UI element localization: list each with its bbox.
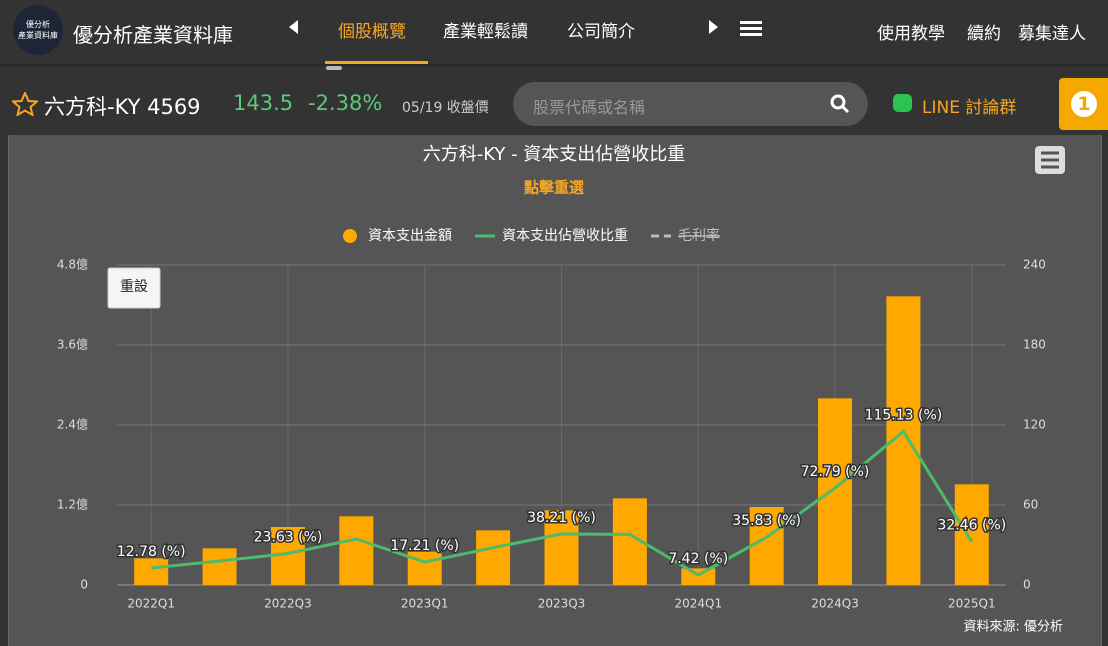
badge: 1: [1071, 91, 1097, 117]
logo-text: 產業資料庫: [18, 31, 58, 40]
notification-tab[interactable]: 1: [1059, 78, 1108, 130]
legend-label[interactable]: 毛利率: [678, 227, 720, 244]
data-label: 72.79 (%): [801, 464, 870, 480]
logo[interactable]: 優分析 產業資料庫: [13, 5, 63, 55]
favorite-star[interactable]: [12, 92, 38, 116]
y-tick-label: 4.8億: [57, 258, 88, 272]
data-label: 35.83 (%): [732, 513, 801, 529]
bar: [202, 548, 237, 585]
line-icon[interactable]: [893, 94, 912, 112]
x-tick-label: 2023Q3: [538, 597, 586, 611]
search-box[interactable]: 股票代碼或名稱: [513, 82, 868, 126]
y-tick-label: 0: [80, 578, 88, 592]
bar: [134, 558, 169, 585]
legend-marker: [343, 229, 357, 243]
search-icon[interactable]: [830, 94, 850, 114]
nav-item[interactable]: 個股概覽: [338, 22, 406, 42]
nav-link[interactable]: 募集達人: [1018, 24, 1086, 44]
y2-tick-label: 60: [1023, 498, 1038, 512]
nav-link[interactable]: 續約: [967, 24, 1001, 44]
next-arrow[interactable]: [709, 20, 718, 34]
line: [151, 429, 974, 577]
bar: [749, 507, 784, 585]
menu-line: [1041, 158, 1059, 162]
bar: [476, 530, 511, 585]
legend-label[interactable]: 資本支出金額: [368, 228, 452, 244]
chart-title: 六方科-KY - 資本支出佔營收比重: [423, 144, 686, 165]
nav-item[interactable]: 產業輕鬆讀: [443, 22, 528, 42]
search-placeholder: 股票代碼或名稱: [533, 98, 646, 117]
prev-arrow[interactable]: [289, 20, 298, 34]
stock-change: -2.38%: [308, 91, 383, 115]
legend-label[interactable]: 資本支出佔營收比重: [502, 228, 628, 244]
nav-link[interactable]: 使用教學: [877, 24, 945, 44]
stock-date: 05/19 收盤價: [402, 100, 489, 116]
x-tick-label: 2022Q3: [264, 597, 312, 611]
y2-tick-label: 120: [1023, 418, 1046, 432]
bar: [954, 484, 989, 585]
data-label: 115.13 (%): [865, 407, 943, 423]
source: 資料來源: 優分析: [963, 620, 1063, 635]
y-tick-label: 1.2億: [57, 498, 88, 512]
x-tick-label: 2024Q3: [811, 597, 859, 611]
data-label: 32.46 (%): [937, 518, 1006, 534]
data-label: 12.78 (%): [117, 544, 186, 560]
stock-name: 六方科-KY 4569: [44, 95, 201, 119]
y-tick-label: 2.4億: [57, 418, 88, 432]
menu-icon[interactable]: [740, 21, 762, 24]
x-tick-label: 2025Q1: [948, 597, 996, 611]
header: 優分析 產業資料庫 優分析產業資料庫 個股概覽 產業輕鬆讀 公司簡介 使用教學 …: [0, 0, 1108, 70]
nav-item[interactable]: 公司簡介: [567, 22, 635, 42]
logo-text: 優分析: [26, 20, 50, 29]
x-tick-label: 2023Q1: [401, 597, 449, 611]
button-bg: [107, 267, 161, 309]
chart-menu[interactable]: [1035, 146, 1065, 174]
x-tick-label: 2022Q1: [127, 597, 175, 611]
nav-underline: [325, 61, 428, 64]
y2-tick-label: 180: [1023, 338, 1046, 352]
x-tick-label: 2024Q1: [674, 597, 722, 611]
menu-line: [1041, 165, 1059, 169]
data-label: 23.63 (%): [254, 529, 323, 545]
bar: [339, 516, 374, 585]
y-tick-label: 3.6億: [57, 338, 88, 352]
bar: [544, 510, 579, 585]
icon-part: [830, 94, 846, 110]
bar: [818, 398, 853, 585]
y2-tick-label: 240: [1023, 258, 1046, 272]
brand[interactable]: 優分析產業資料庫: [73, 23, 233, 47]
chart-subtitle[interactable]: 點擊重選: [524, 179, 584, 197]
y2-tick-label: 0: [1023, 578, 1031, 592]
star: [12, 92, 38, 116]
button-label: 重設: [120, 279, 148, 295]
menu-line: [1041, 151, 1059, 155]
icon-part: [840, 104, 850, 114]
data-label: 38.21 (%): [527, 510, 596, 526]
line-group[interactable]: LINE 討論群: [922, 98, 1017, 118]
data-label: 17.21 (%): [390, 538, 459, 554]
stock-price: 143.5: [233, 91, 294, 115]
scroll-dot: [326, 66, 342, 70]
reset-button[interactable]: 重設: [107, 267, 161, 309]
data-label: 7.42 (%): [668, 551, 728, 567]
